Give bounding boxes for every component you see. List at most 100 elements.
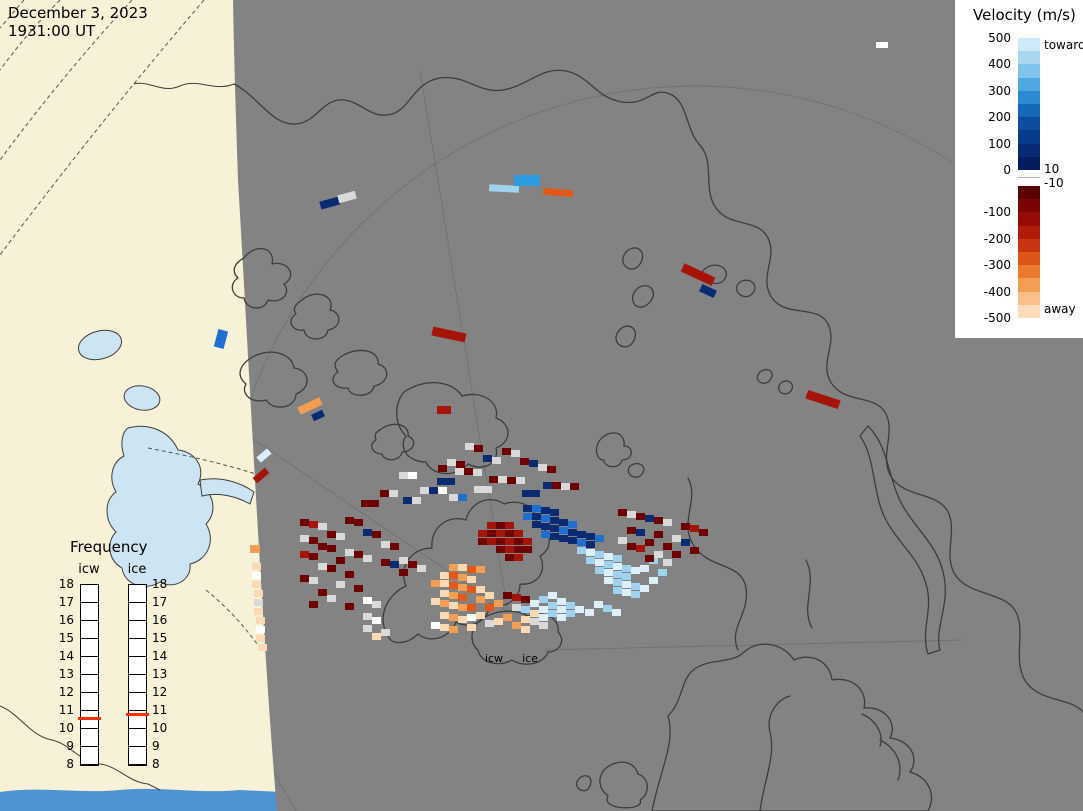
freq-bar-cell [129,729,146,747]
freq-tick-label: 18 [58,577,74,591]
legend-color-step [1018,117,1040,131]
frequency-panel: Frequency icw ice 18 17 16 15 14 13 12 11 10 9 8 1… [52,538,184,783]
dashed-graticule [0,0,261,649]
freq-bar-cell [81,621,98,639]
colorbar-away-segment [1018,186,1040,319]
plus-ten-label: 10 [1044,162,1060,176]
legend-color-step [1018,156,1040,171]
away-label: away [1044,302,1076,316]
freq-bar-cell [129,693,146,711]
ellesmere [396,381,509,475]
freq-tick-label: 15 [58,631,74,645]
legend-tick-label: -100 [983,205,1011,219]
legend-color-step [1018,130,1040,144]
freq-tick-label: 8 [152,757,160,771]
velocity-colorbar [1018,38,1040,319]
britain [599,761,648,809]
toward-label: toward [1044,38,1083,52]
freq-tick-label: 12 [152,685,168,699]
coastlines [133,69,1083,811]
freq-bar-cell [129,621,146,639]
freq-tick-label: 16 [58,613,74,627]
freq-bar-cell [81,693,98,711]
freq-tick-label: 8 [66,757,74,771]
coast-alaska-chukotka [233,69,700,145]
arctic-archipelago-1 [231,248,292,309]
velocity-legend: Velocity (m/s) 500 400 300 200 100 0 -100 -200… [955,0,1083,338]
freq-tick-label: 14 [58,649,74,663]
legend-tick-label: 100 [988,136,1011,151]
legend-color-step [1018,304,1040,319]
freq-column-label-icw: icw [78,562,100,577]
freq-tick-label: 9 [152,739,160,753]
freq-bar-cell [81,639,98,657]
lake-2 [123,385,161,411]
legend-color-step [1018,278,1040,292]
freq-bar-cell [81,711,98,729]
freq-bar-cell [129,585,146,603]
freq-tick-label: 16 [152,613,168,627]
legend-color-step [1018,186,1040,200]
freq-tick-label: 17 [152,595,168,609]
franz-josef-land [756,368,794,395]
legend-color-step [1018,104,1040,118]
legend-color-step [1018,265,1040,279]
legend-positive-ticks: 500 400 300 200 100 0 [955,31,1011,177]
arctic-archipelago-3 [239,351,308,408]
arctic-archipelago-4 [332,349,388,396]
legend-color-step [1018,38,1040,52]
freq-bar-cell [129,603,146,621]
legend-tick-label: -500 [983,311,1011,325]
freq-tick-label: 11 [58,703,74,717]
svalbard [595,432,645,478]
legend-color-step [1018,212,1040,226]
freq-bar-cell [81,657,98,675]
legend-tick-label: 400 [988,57,1011,72]
legend-tick-label: 200 [988,110,1011,125]
freq-bar-cell [129,639,146,657]
timestamp-block: December 3, 2023 1931:00 UT [8,4,148,40]
legend-tick-label: 0 [1003,162,1011,177]
freq-tick-label: 18 [152,577,168,591]
freq-bar-cell [81,729,98,747]
legend-color-step [1018,199,1040,213]
freq-tick-label: 15 [152,631,168,645]
freq-tick-label: 11 [152,703,168,717]
freq-tick-label: 14 [152,649,168,663]
velocity-legend-title: Velocity (m/s) [973,6,1076,24]
freq-marker [78,716,101,720]
colorbar-zero-band [1018,170,1040,186]
legend-tick-label: -400 [983,284,1011,299]
time-label: 1931:00 UT [8,22,96,40]
freq-tick-label: 12 [58,685,74,699]
freq-bar-cell [129,657,146,675]
freq-bar-ice [126,584,149,766]
freq-bar-cell [81,675,98,693]
frequency-title: Frequency [70,538,148,556]
coast-siberian-gulfs [687,477,813,651]
freq-bar-cell [81,747,98,765]
freq-column-label-ice: ice [127,562,147,577]
freq-scale-left: 18 17 16 15 14 13 12 11 10 9 8 [52,578,76,770]
legend-color-step [1018,90,1040,105]
freq-marker [126,713,149,717]
hebrides [575,775,592,792]
lake-1 [77,329,123,361]
coast-bottom-left [0,705,161,791]
freq-tick-label: 10 [58,721,74,735]
minus-ten-label: -10 [1044,176,1064,190]
legend-tick-label: 500 [988,31,1011,45]
colorbar-toward-segment [1018,38,1040,171]
freq-bar-cell [129,675,146,693]
legend-tick-label: -300 [983,258,1011,272]
bay-channel [199,478,255,505]
arctic-archipelago-2 [290,293,340,340]
hudson-bay [106,425,214,587]
legend-color-step [1018,77,1040,91]
white-sea [861,713,901,781]
legend-color-step [1018,252,1040,266]
coast-siberia [698,143,1083,713]
legend-negative-ticks: -100 -200 -300 -400 -500 [955,205,1011,325]
